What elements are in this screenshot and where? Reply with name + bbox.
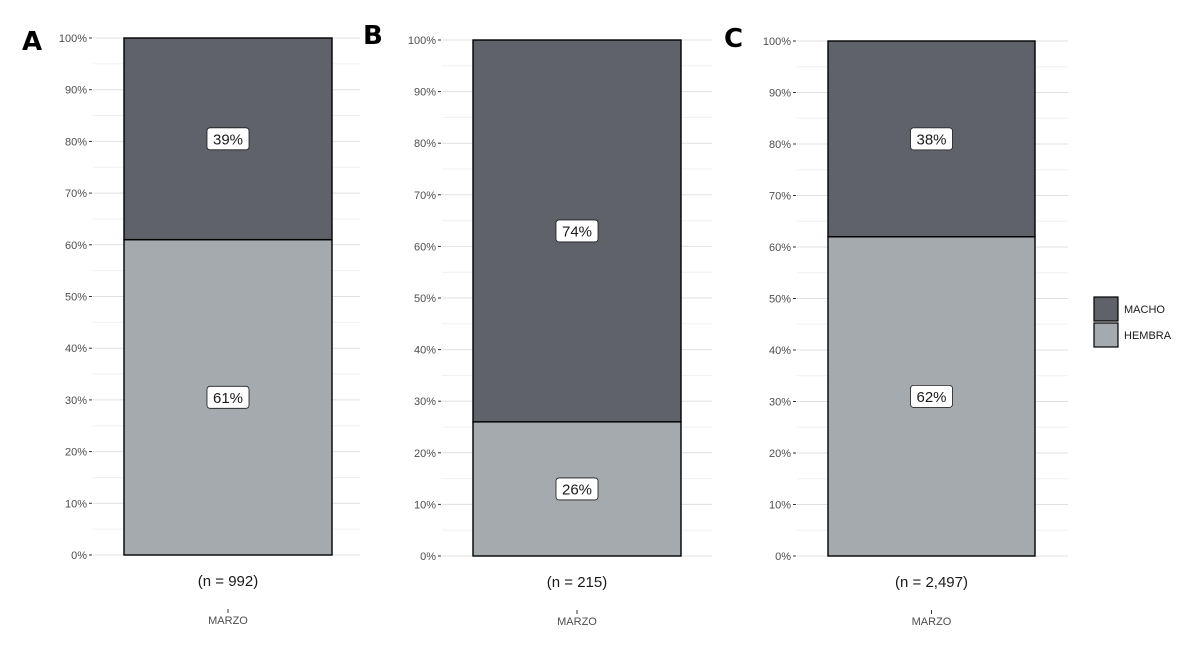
- y-tick-label: 10%: [769, 500, 791, 512]
- panel-letter: B: [363, 21, 383, 51]
- y-tick-label: 90%: [65, 85, 87, 97]
- data-label: 62%: [910, 384, 953, 408]
- y-tick-label: 20%: [65, 447, 87, 459]
- y-tick-label: 60%: [65, 240, 87, 252]
- legend-item-hembra: HEMBRA: [1093, 322, 1172, 348]
- data-label-text: 38%: [916, 131, 946, 148]
- data-label: 26%: [555, 477, 599, 501]
- sample-size-label: (n = 215): [547, 574, 607, 591]
- legend-item-macho: MACHO: [1093, 296, 1165, 322]
- legend-swatch: [1093, 296, 1119, 322]
- y-tick-label: 10%: [65, 498, 87, 510]
- panel-c: C 0% 10% 20% 30% 40% 50% 60% 70% 80% 90% 100% 62% 38%…: [724, 24, 1068, 628]
- x-tick-label: MARZO: [208, 615, 248, 627]
- y-tick-label: 50%: [769, 294, 791, 306]
- data-label: 38%: [910, 127, 953, 151]
- data-label-box: [206, 385, 250, 409]
- legend-swatch: [1093, 322, 1119, 348]
- data-label-text: 74%: [562, 223, 592, 240]
- panel-a: A 0% 10% 20% 30% 40% 50% 60% 70% 80% 90% 100% 61% 39%…: [22, 27, 360, 627]
- y-tick-label: 70%: [414, 190, 436, 202]
- x-tick-label: MARZO: [557, 616, 597, 628]
- data-label-text: 61%: [213, 390, 243, 407]
- data-label-box: [555, 219, 599, 243]
- y-tick-label: 90%: [414, 87, 436, 99]
- y-tick-label: 30%: [414, 396, 436, 408]
- data-label-box: [910, 384, 953, 408]
- y-tick-label: 70%: [65, 188, 87, 200]
- panel-b: B 0% 10% 20% 30% 40% 50% 60% 70% 80% 90% 100% 26% 74%…: [363, 21, 712, 628]
- y-tick-label: 100%: [763, 36, 791, 48]
- sample-size-label: (n = 2,497): [895, 574, 968, 591]
- y-tick-label: 20%: [769, 448, 791, 460]
- data-label-box: [206, 127, 250, 151]
- y-tick-label: 50%: [65, 292, 87, 304]
- data-label: 74%: [555, 219, 599, 243]
- y-tick-label: 100%: [59, 33, 87, 45]
- y-tick-label: 40%: [65, 343, 87, 355]
- y-tick-label: 60%: [414, 241, 436, 253]
- y-tick-label: 0%: [420, 551, 436, 563]
- panel-letter: A: [22, 27, 42, 57]
- y-tick-label: 10%: [414, 499, 436, 511]
- sample-size-label: (n = 992): [198, 573, 258, 590]
- y-tick-label: 80%: [65, 136, 87, 148]
- data-label-text: 39%: [213, 131, 243, 148]
- y-tick-label: 0%: [775, 551, 791, 563]
- y-tick-label: 30%: [769, 397, 791, 409]
- y-tick-label: 100%: [408, 35, 436, 47]
- data-label: 39%: [206, 127, 250, 151]
- legend-label: MACHO: [1124, 304, 1165, 316]
- y-tick-label: 80%: [414, 138, 436, 150]
- y-tick-label: 70%: [769, 191, 791, 203]
- y-tick-label: 40%: [769, 345, 791, 357]
- legend: MACHO HEMBRA: [1093, 296, 1172, 348]
- data-label-box: [910, 127, 953, 151]
- y-tick-label: 50%: [414, 293, 436, 305]
- y-tick-label: 20%: [414, 448, 436, 460]
- y-tick-label: 0%: [71, 550, 87, 562]
- legend-label: HEMBRA: [1124, 330, 1172, 342]
- x-tick-label: MARZO: [912, 616, 952, 628]
- panel-letter: C: [724, 24, 743, 54]
- y-tick-label: 80%: [769, 139, 791, 151]
- data-label-text: 26%: [562, 481, 592, 498]
- data-label-box: [555, 477, 599, 501]
- data-label-text: 62%: [916, 389, 946, 406]
- y-tick-label: 60%: [769, 242, 791, 254]
- y-tick-label: 40%: [414, 345, 436, 357]
- data-label: 61%: [206, 385, 250, 409]
- y-tick-label: 30%: [65, 395, 87, 407]
- y-tick-label: 90%: [769, 88, 791, 100]
